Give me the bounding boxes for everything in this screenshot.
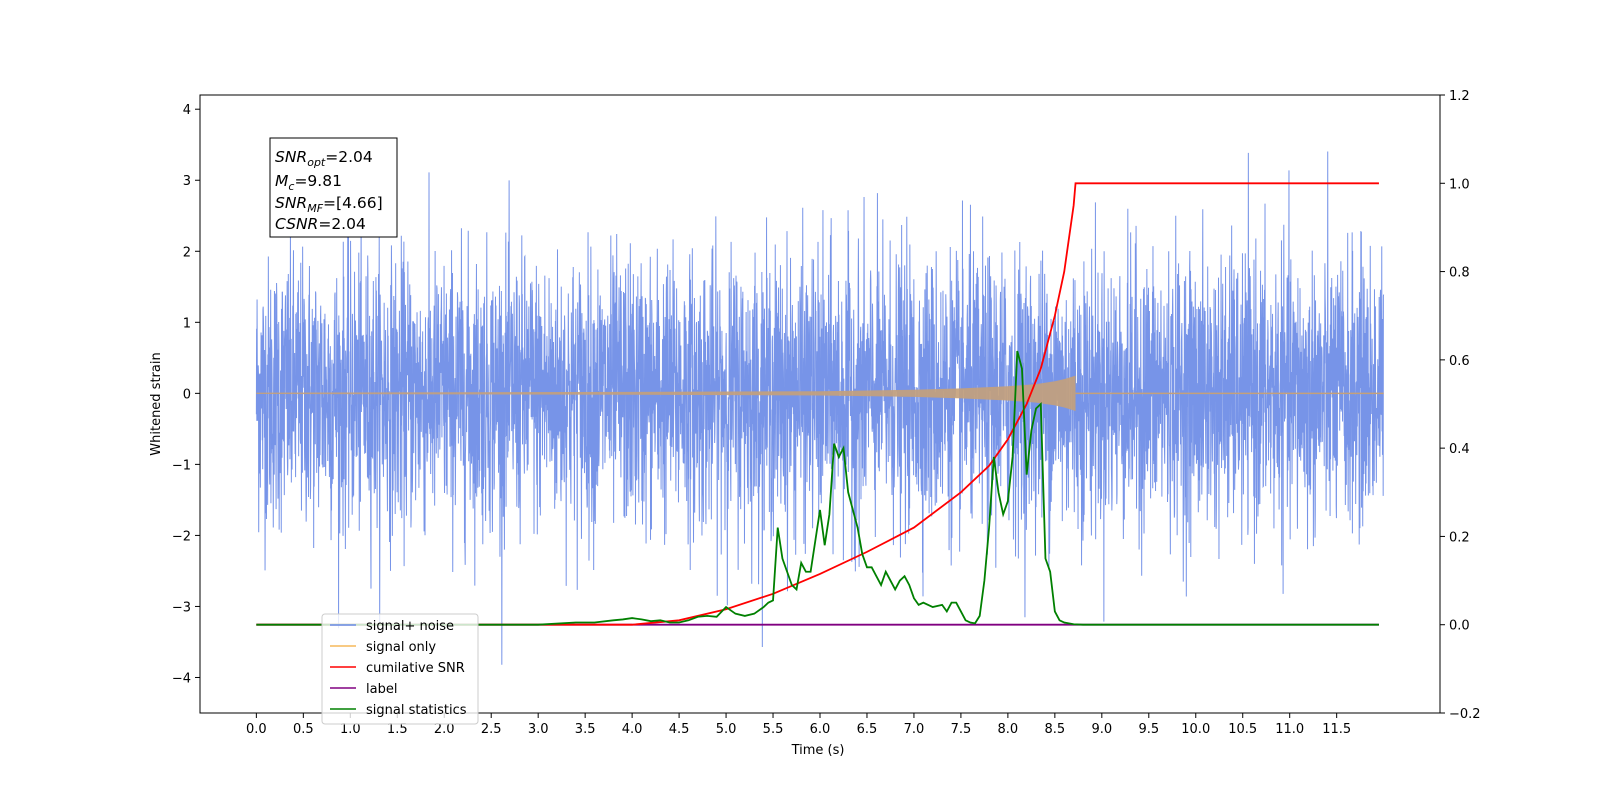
annotation-snr-opt: SNRopt=2.04: [275, 148, 373, 169]
x-tick-label: 10.0: [1181, 722, 1210, 737]
x-tick-label: 8.5: [1045, 722, 1066, 737]
svg-text:cumilative SNR: cumilative SNR: [366, 661, 465, 676]
y2-tick-label: 0.2: [1449, 530, 1470, 545]
legend-item-cumulative-snr: cumilative SNR: [330, 661, 465, 676]
y-tick-label: 2: [183, 245, 191, 260]
x-tick-label: 0.5: [293, 722, 314, 737]
y-axis-ticks: −4 −3 −2 −1 0 1 2 3 4: [172, 103, 200, 686]
x-tick-label: 9.5: [1138, 722, 1159, 737]
y2-axis-ticks: −0.2 0.0 0.2 0.4 0.6 0.8 1.0 1.2: [1440, 89, 1481, 722]
series-signal-only: [256, 375, 1384, 412]
x-tick-label: 2.0: [434, 722, 455, 737]
y-tick-label: −4: [172, 671, 191, 686]
y-axis-title: Whitened strain: [149, 352, 164, 455]
series-line-signal-statistics: [256, 350, 1379, 626]
y2-tick-label: 1.0: [1449, 177, 1470, 192]
y-tick-label: 4: [183, 103, 191, 118]
y-tick-label: −1: [172, 458, 191, 473]
x-tick-label: 6.0: [810, 722, 831, 737]
series-signal-noise: [255, 151, 1385, 665]
series-area-signal-only: [256, 375, 1076, 412]
y-tick-label: 3: [183, 174, 191, 189]
svg-text:signal+ noise: signal+ noise: [366, 619, 454, 634]
y2-tick-label: 1.2: [1449, 89, 1470, 104]
x-tick-label: 7.0: [904, 722, 925, 737]
svg-text:signal statistics: signal statistics: [366, 703, 467, 718]
series-signal-statistics: [256, 350, 1379, 626]
x-tick-label: 9.0: [1091, 722, 1112, 737]
plot-frame: [199, 94, 1441, 714]
annotation-csnr: CSNR=2.04: [275, 215, 366, 233]
series-cumulative-snr: [256, 182, 1379, 626]
svg-text:signal only: signal only: [366, 640, 436, 655]
x-tick-label: 11.5: [1322, 722, 1351, 737]
legend-item-label: label: [330, 682, 397, 697]
legend: signal+ noise signal only cumilative SNR…: [321, 613, 479, 725]
y2-tick-label: 0.0: [1449, 619, 1470, 634]
y2-tick-label: 0.6: [1449, 354, 1470, 369]
series-line-signal-noise: [255, 151, 1385, 665]
x-tick-label: 10.5: [1228, 722, 1257, 737]
legend-item-signal-noise: signal+ noise: [330, 619, 454, 634]
x-tick-label: 5.5: [763, 722, 784, 737]
y-tick-label: 1: [183, 316, 191, 331]
annotation-box: SNRopt=2.04 Mc=9.81 SNRMF=[4.66] CSNR=2.…: [269, 137, 398, 238]
y-tick-label: −3: [172, 600, 191, 615]
legend-item-signal-only: signal only: [330, 640, 436, 655]
x-tick-label: 6.5: [857, 722, 878, 737]
x-axis-title: Time (s): [791, 743, 845, 758]
y-tick-label: 0: [183, 387, 191, 402]
y2-tick-label: 0.4: [1449, 442, 1470, 457]
y2-tick-label: −0.2: [1449, 707, 1481, 722]
x-tick-label: 5.0: [716, 722, 737, 737]
y2-tick-label: 0.8: [1449, 266, 1470, 281]
annotation-snr-mf: SNRMF=[4.66]: [275, 194, 383, 215]
x-tick-label: 2.5: [481, 722, 502, 737]
x-tick-label: 7.5: [951, 722, 972, 737]
annotation-mc: Mc=9.81: [275, 172, 342, 193]
x-tick-label: 11.0: [1275, 722, 1304, 737]
legend-item-signal-statistics: signal statistics: [330, 703, 467, 718]
x-axis-ticks: 0.0 0.5 1.0 1.5 2.0 2.5 3.0 3.5 4.0 4.5 5.0 5.5 6.0 6…: [246, 713, 1351, 737]
x-tick-label: 8.0: [998, 722, 1019, 737]
svg-text:label: label: [366, 682, 397, 697]
x-tick-label: 4.5: [669, 722, 690, 737]
series-line-cumulative-snr: [256, 182, 1379, 626]
x-tick-label: 0.0: [246, 722, 267, 737]
x-tick-label: 3.0: [528, 722, 549, 737]
x-tick-label: 1.5: [387, 722, 408, 737]
y-tick-label: −2: [172, 529, 191, 544]
x-tick-label: 3.5: [575, 722, 596, 737]
x-tick-label: 4.0: [622, 722, 643, 737]
x-tick-label: 1.0: [340, 722, 361, 737]
